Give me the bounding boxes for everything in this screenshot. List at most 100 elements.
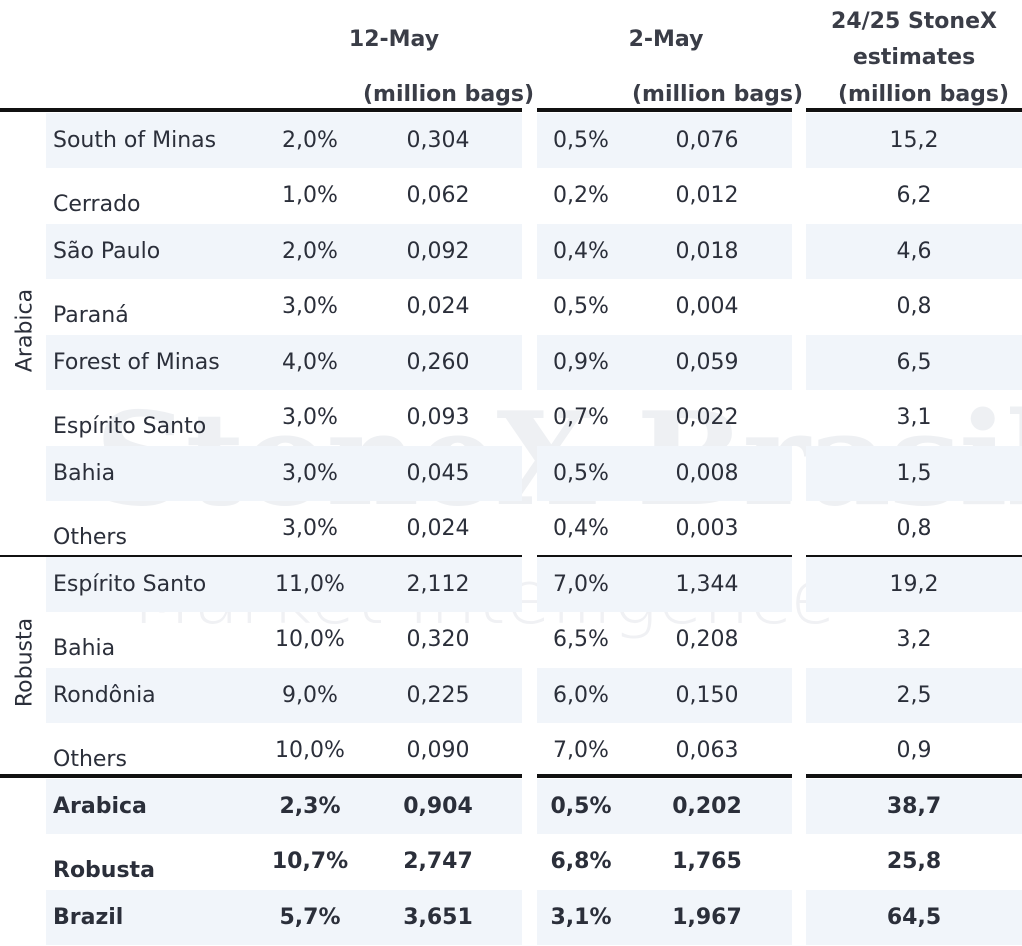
total-row-name: Robusta [53, 858, 155, 883]
row-band [537, 668, 792, 723]
section-rule-mid [537, 555, 792, 557]
cell-v2: 0,059 [675, 350, 739, 375]
row-band [806, 557, 1022, 612]
cell-v2: 0,202 [672, 794, 742, 819]
total-row-name: Brazil [53, 905, 124, 930]
cell-p12: 2,3% [279, 794, 341, 819]
cell-p12: 3,0% [282, 516, 338, 541]
cell-v2: 1,344 [675, 572, 739, 597]
cell-p2: 0,9% [553, 350, 609, 375]
cell-p2: 7,0% [553, 738, 609, 763]
cell-v12: 2,112 [406, 572, 470, 597]
cell-p2: 0,4% [553, 239, 609, 264]
cell-p2: 0,4% [553, 516, 609, 541]
row-band [806, 113, 1022, 168]
cell-p12: 10,0% [275, 627, 345, 652]
cell-p2: 0,7% [553, 405, 609, 430]
region-name: Cerrado [53, 192, 141, 217]
cell-est: 0,8 [896, 516, 932, 541]
row-band [46, 668, 522, 723]
cell-est: 25,8 [886, 849, 942, 874]
cell-v12: 0,090 [406, 738, 470, 763]
section-rule-left [0, 555, 522, 557]
cell-v12: 0,092 [406, 239, 470, 264]
cell-p12: 3,0% [282, 294, 338, 319]
cell-p2: 0,5% [553, 294, 609, 319]
cell-v2: 0,076 [675, 128, 739, 153]
region-name: Paraná [53, 303, 129, 328]
cell-v12: 0,045 [406, 461, 470, 486]
row-band [806, 779, 1022, 834]
cell-p2: 6,0% [553, 683, 609, 708]
col2-unit: (million bags) [632, 82, 804, 107]
cell-v12: 0,320 [406, 627, 470, 652]
cell-p2: 0,5% [553, 128, 609, 153]
row-band [537, 335, 792, 390]
region-name: Bahia [53, 636, 116, 661]
row-band [537, 224, 792, 279]
row-band [537, 113, 792, 168]
row-band [46, 446, 522, 501]
row-band [46, 557, 522, 612]
region-name: Espírito Santo [53, 414, 207, 439]
region-name: São Paulo [53, 239, 161, 264]
region-name: Espírito Santo [53, 572, 207, 597]
cell-p2: 6,8% [550, 849, 612, 874]
cell-est: 15,2 [889, 128, 939, 153]
header-rule-mid [537, 108, 792, 112]
col3-title-line2: estimates [852, 45, 976, 70]
cell-v12: 2,747 [403, 849, 473, 874]
cell-p12: 2,0% [282, 128, 338, 153]
cell-v12: 0,904 [403, 794, 473, 819]
totals-rule-right [806, 774, 1022, 778]
cell-est: 2,5 [896, 683, 932, 708]
cell-v12: 0,062 [406, 183, 470, 208]
cell-v2: 1,967 [672, 905, 742, 930]
cell-est: 1,5 [896, 461, 932, 486]
cell-p12: 9,0% [282, 683, 338, 708]
cell-est: 64,5 [886, 905, 942, 930]
cell-est: 38,7 [886, 794, 942, 819]
section-rule-right [806, 555, 1022, 557]
cell-v12: 0,024 [406, 294, 470, 319]
row-band [537, 557, 792, 612]
cell-v2: 1,765 [672, 849, 742, 874]
col3-title-line1: 24/25 StoneX [831, 9, 997, 34]
cell-p12: 3,0% [282, 405, 338, 430]
cell-p12: 3,0% [282, 461, 338, 486]
cell-est: 4,6 [896, 239, 932, 264]
cell-p12: 2,0% [282, 239, 338, 264]
cell-p2: 0,5% [553, 461, 609, 486]
row-band [806, 335, 1022, 390]
region-name: Others [53, 747, 127, 772]
cell-p2: 0,2% [553, 183, 609, 208]
row-band [537, 446, 792, 501]
region-name: Rondônia [53, 683, 156, 708]
row-band [806, 668, 1022, 723]
cell-v12: 0,304 [406, 128, 470, 153]
region-name: Others [53, 525, 127, 550]
row-band [537, 890, 792, 945]
cell-v2: 0,004 [675, 294, 739, 319]
cell-v12: 0,024 [406, 516, 470, 541]
cell-v2: 0,008 [675, 461, 739, 486]
cell-v2: 0,150 [675, 683, 739, 708]
cell-p2: 7,0% [553, 572, 609, 597]
total-row-name: Arabica [53, 794, 147, 819]
cell-v2: 0,003 [675, 516, 739, 541]
cell-est: 19,2 [889, 572, 939, 597]
header-rule-right [806, 108, 1022, 112]
cell-v2: 0,022 [675, 405, 739, 430]
cell-p12: 10,7% [271, 849, 349, 874]
group-label-arabica: Arabica [12, 288, 38, 373]
header-rule-left [0, 108, 522, 112]
cell-p12: 4,0% [282, 350, 338, 375]
cell-v12: 0,225 [406, 683, 470, 708]
totals-rule-left [0, 774, 522, 778]
cell-est: 3,2 [896, 627, 932, 652]
col1-unit: (million bags) [363, 82, 535, 107]
row-band [537, 779, 792, 834]
row-band [806, 224, 1022, 279]
cell-est: 6,2 [896, 183, 932, 208]
col1-title: 12-May [348, 27, 440, 52]
